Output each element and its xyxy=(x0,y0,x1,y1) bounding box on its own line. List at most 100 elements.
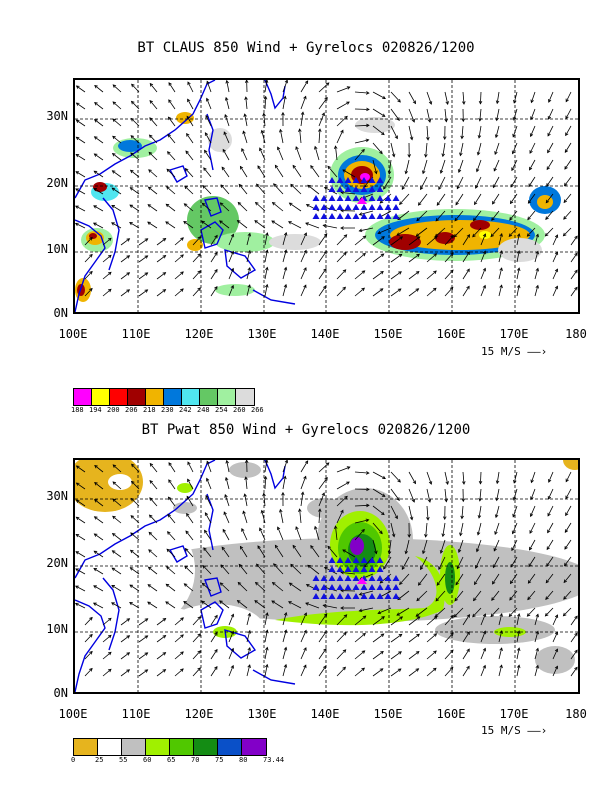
wind-arrow xyxy=(75,205,86,212)
wind-arrowhead xyxy=(535,647,539,652)
wind-arrow xyxy=(354,235,366,246)
wind-arrowhead xyxy=(93,188,98,192)
wind-arrowhead xyxy=(273,563,277,567)
wind-arrow xyxy=(529,539,536,551)
gyre-triangle xyxy=(352,566,360,572)
bottom-lat-label-10n: 10N xyxy=(46,622,68,636)
wind-arrow xyxy=(359,607,374,612)
colorbar-tick-label: 55 xyxy=(119,756,128,764)
wind-arrow xyxy=(75,188,86,195)
wind-arrowhead xyxy=(574,632,578,637)
top-map-panel xyxy=(73,78,580,314)
gyre-triangle xyxy=(336,593,344,599)
wind-arrow xyxy=(510,556,518,568)
wind-arrowhead xyxy=(265,663,269,668)
wind-arrow xyxy=(372,125,385,135)
gyre-triangle xyxy=(360,177,368,183)
wind-arrow xyxy=(240,546,248,558)
wind-arrowhead xyxy=(509,580,514,585)
wind-arrowhead xyxy=(187,478,191,483)
wind-arrowhead xyxy=(438,566,442,571)
colorbar-tick-label: 266 xyxy=(251,406,264,414)
wind-arrow xyxy=(408,471,416,484)
wind-arrowhead xyxy=(147,204,152,208)
gyre-triangle xyxy=(384,204,392,210)
wind-arrow xyxy=(149,117,158,127)
gyre-triangle xyxy=(344,584,352,590)
wind-arrow xyxy=(305,602,320,609)
wind-arrow xyxy=(534,648,539,660)
wind-arrow xyxy=(94,136,104,144)
wind-arrow xyxy=(529,159,536,171)
wind-arrow xyxy=(192,667,201,677)
wind-arrow xyxy=(112,533,122,541)
bottom-lat-label-30n: 30N xyxy=(46,489,68,503)
wind-arrowhead xyxy=(343,251,347,256)
wind-arrowhead xyxy=(107,288,112,293)
wind-arrowhead xyxy=(475,168,480,173)
wind-arrow xyxy=(354,667,365,677)
wind-arrowhead xyxy=(544,232,549,237)
wind-arrowhead xyxy=(187,81,191,86)
wind-arrowhead xyxy=(204,529,208,534)
wind-arrow xyxy=(408,236,421,246)
wind-arrowhead xyxy=(342,169,346,173)
wind-arrowhead xyxy=(527,580,532,584)
wind-arrow xyxy=(149,463,158,473)
wind-arrowhead xyxy=(459,152,463,157)
wind-arrow xyxy=(354,139,369,144)
wind-arrow xyxy=(76,499,86,507)
wind-arrowhead xyxy=(472,613,476,618)
wind-arrowhead xyxy=(529,133,534,138)
wind-arrow xyxy=(498,647,503,660)
wind-arrow xyxy=(480,285,486,297)
wind-arrowhead xyxy=(214,251,218,256)
gyre-triangle xyxy=(312,213,320,219)
top-colorbar-swatch xyxy=(74,389,92,405)
wind-arrow xyxy=(534,268,539,280)
top-colorbar-swatch xyxy=(92,389,110,405)
wind-arrowhead xyxy=(417,582,422,586)
wind-arrow xyxy=(527,590,536,600)
top-colorbar-swatch xyxy=(236,389,254,405)
wind-arrow xyxy=(564,142,572,153)
wind-arrowhead xyxy=(75,102,80,106)
wind-arrow xyxy=(148,152,158,161)
wind-arrowhead xyxy=(112,464,117,468)
wind-arrow xyxy=(292,165,302,178)
wind-arrowhead xyxy=(361,528,365,533)
gyre-triangle xyxy=(360,213,368,219)
wind-arrow xyxy=(192,270,201,280)
wind-arrow xyxy=(129,602,140,609)
wind-arrowhead xyxy=(381,236,385,240)
gyre-triangle xyxy=(360,566,368,572)
wind-arrowhead xyxy=(305,204,310,208)
wind-arrowhead xyxy=(168,99,172,103)
wind-arrow xyxy=(210,632,218,643)
wind-arrowhead xyxy=(284,80,289,84)
wind-arrow xyxy=(138,255,148,263)
wind-arrow xyxy=(372,271,384,280)
wind-arrow xyxy=(94,499,104,507)
wind-arrowhead xyxy=(303,612,307,616)
wind-arrowhead xyxy=(300,111,305,116)
gyre-triangle xyxy=(312,593,320,599)
wind-arrow xyxy=(318,648,327,660)
wind-arrow xyxy=(131,83,140,93)
gyre-triangle xyxy=(344,177,352,183)
wind-arrow xyxy=(426,270,437,280)
wind-arrow xyxy=(187,461,194,473)
gyre-center-triangle xyxy=(357,577,367,584)
wind-arrow xyxy=(341,571,356,575)
wind-arrowhead xyxy=(444,118,448,123)
wind-arrow xyxy=(408,288,419,297)
wind-arrowhead xyxy=(201,202,206,207)
wind-arrow xyxy=(203,547,212,558)
wind-arrowhead xyxy=(565,495,569,500)
wind-arrowhead xyxy=(509,596,513,601)
wind-arrow xyxy=(426,471,432,485)
wind-arrow xyxy=(480,471,482,484)
wind-arrowhead xyxy=(265,646,269,651)
wind-arrow xyxy=(480,648,486,660)
wind-arrow xyxy=(495,125,500,138)
